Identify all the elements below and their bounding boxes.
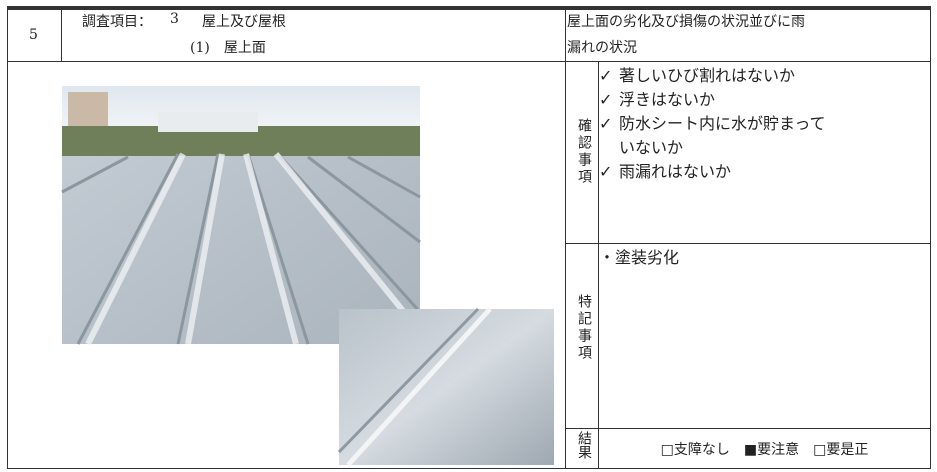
check-label: 確認事項	[576, 118, 592, 186]
item-cell: 調査項目： 3 屋上及び屋根 (1) 屋上面	[61, 8, 566, 62]
number-cell: 5	[7, 8, 62, 62]
result-option: □要是正	[813, 441, 869, 458]
check-row: ✓ 雨漏れはないか	[599, 158, 930, 182]
check-row: いないか	[599, 134, 930, 158]
photo-cell	[7, 61, 566, 469]
check-text: 雨漏れはないか	[619, 162, 732, 181]
item-number: 3	[170, 11, 179, 27]
result-options: □支障なし ■要注意 □要是正	[599, 429, 930, 468]
check-text: いないか	[619, 138, 684, 157]
check-row: ✓ 浮きはないか	[599, 86, 930, 110]
description: 漏れの状況	[567, 40, 637, 56]
result-label-cell: 結果	[565, 428, 599, 469]
description: 屋上面の劣化及び損傷の状況並びに雨	[567, 14, 805, 30]
description-cell: 屋上面の劣化及び損傷の状況並びに雨 漏れの状況	[565, 8, 931, 62]
item-label: 調査項目：	[82, 14, 152, 30]
result-label: 結果	[576, 431, 592, 459]
notes-label-cell: 特記事項	[565, 243, 599, 429]
check-mark: ✓	[599, 90, 613, 109]
check-mark: ✓	[599, 162, 613, 181]
number: 5	[29, 27, 38, 43]
photos	[61, 86, 554, 467]
item-name: 屋上及び屋根	[202, 14, 286, 30]
notes-row: ・塗装劣化	[599, 244, 930, 268]
result-cell: □支障なし ■要注意 □要是正	[598, 428, 931, 469]
check-row: ✓ 著しいひび割れはないか	[599, 62, 930, 86]
check-row: ✓ 防水シート内に水が貯まって	[599, 110, 930, 134]
photo-2	[337, 307, 554, 467]
check-mark: ✓	[599, 114, 613, 133]
notes-list: ・塗装劣化	[598, 243, 931, 429]
check-text: 防水シート内に水が貯まって	[619, 114, 826, 133]
notes-text: ・塗装劣化	[599, 248, 680, 267]
check-list: ✓ 著しいひび割れはないか ✓ 浮きはないか ✓ 防水シート内に水が貯まって いないか ✓ 雨漏…	[598, 61, 931, 244]
check-text: 浮きはないか	[619, 90, 716, 109]
sub-item: (1) 屋上面	[190, 40, 266, 56]
result-option: ■要注意	[743, 441, 800, 458]
check-text: 著しいひび割れはないか	[619, 66, 796, 85]
photo-1	[61, 86, 422, 346]
notes-label: 特記事項	[576, 294, 592, 362]
check-mark: ✓	[599, 66, 613, 85]
result-option: □支障なし	[660, 441, 730, 458]
check-label-cell: 確認事項	[565, 61, 599, 244]
